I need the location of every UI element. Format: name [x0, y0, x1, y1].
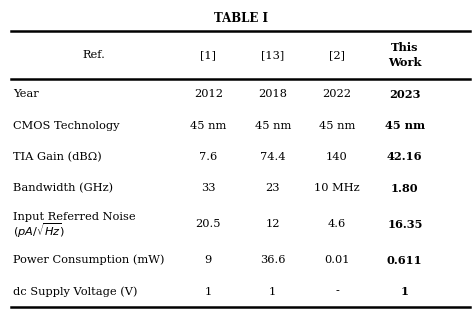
Text: 20.5: 20.5: [196, 219, 221, 229]
Text: TIA Gain (dBΩ): TIA Gain (dBΩ): [13, 152, 102, 162]
Text: 2012: 2012: [194, 89, 223, 99]
Text: $(pA/\sqrt{Hz})$: $(pA/\sqrt{Hz})$: [13, 222, 65, 240]
Text: 74.4: 74.4: [260, 152, 285, 162]
Text: TABLE I: TABLE I: [213, 12, 267, 25]
Text: This: This: [391, 42, 419, 52]
Text: CMOS Technology: CMOS Technology: [13, 121, 119, 131]
Text: Ref.: Ref.: [82, 50, 105, 60]
Text: 42.16: 42.16: [387, 151, 422, 162]
Text: 1: 1: [269, 287, 276, 296]
Text: -: -: [335, 287, 339, 296]
Text: Year: Year: [13, 89, 39, 99]
Text: Bandwidth (GHz): Bandwidth (GHz): [13, 183, 113, 193]
Text: Input Referred Noise: Input Referred Noise: [13, 212, 136, 222]
Text: 12: 12: [265, 219, 280, 229]
Text: 0.611: 0.611: [387, 255, 423, 266]
Text: Work: Work: [388, 57, 421, 68]
Text: 4.6: 4.6: [328, 219, 346, 229]
Text: 1: 1: [205, 287, 212, 296]
Text: 9: 9: [205, 255, 212, 265]
Text: 2022: 2022: [322, 89, 352, 99]
Text: 1.80: 1.80: [391, 183, 419, 194]
Text: dc Supply Voltage (V): dc Supply Voltage (V): [13, 286, 137, 297]
Text: 140: 140: [326, 152, 348, 162]
Text: [2]: [2]: [329, 50, 345, 60]
Text: 0.01: 0.01: [324, 255, 350, 265]
Text: 7.6: 7.6: [199, 152, 218, 162]
Text: 10 MHz: 10 MHz: [314, 183, 360, 193]
Text: Power Consumption (mW): Power Consumption (mW): [13, 255, 164, 266]
Text: 23: 23: [265, 183, 280, 193]
Text: 16.35: 16.35: [387, 219, 422, 230]
Text: 36.6: 36.6: [260, 255, 285, 265]
Text: 45 nm: 45 nm: [319, 121, 355, 131]
Text: 45 nm: 45 nm: [255, 121, 291, 131]
Text: 1: 1: [401, 286, 409, 297]
Text: 2018: 2018: [258, 89, 287, 99]
Text: [1]: [1]: [201, 50, 216, 60]
Text: 45 nm: 45 nm: [385, 120, 425, 131]
Text: 2023: 2023: [389, 89, 420, 100]
Text: [13]: [13]: [261, 50, 284, 60]
Text: 45 nm: 45 nm: [190, 121, 227, 131]
Text: 33: 33: [201, 183, 216, 193]
